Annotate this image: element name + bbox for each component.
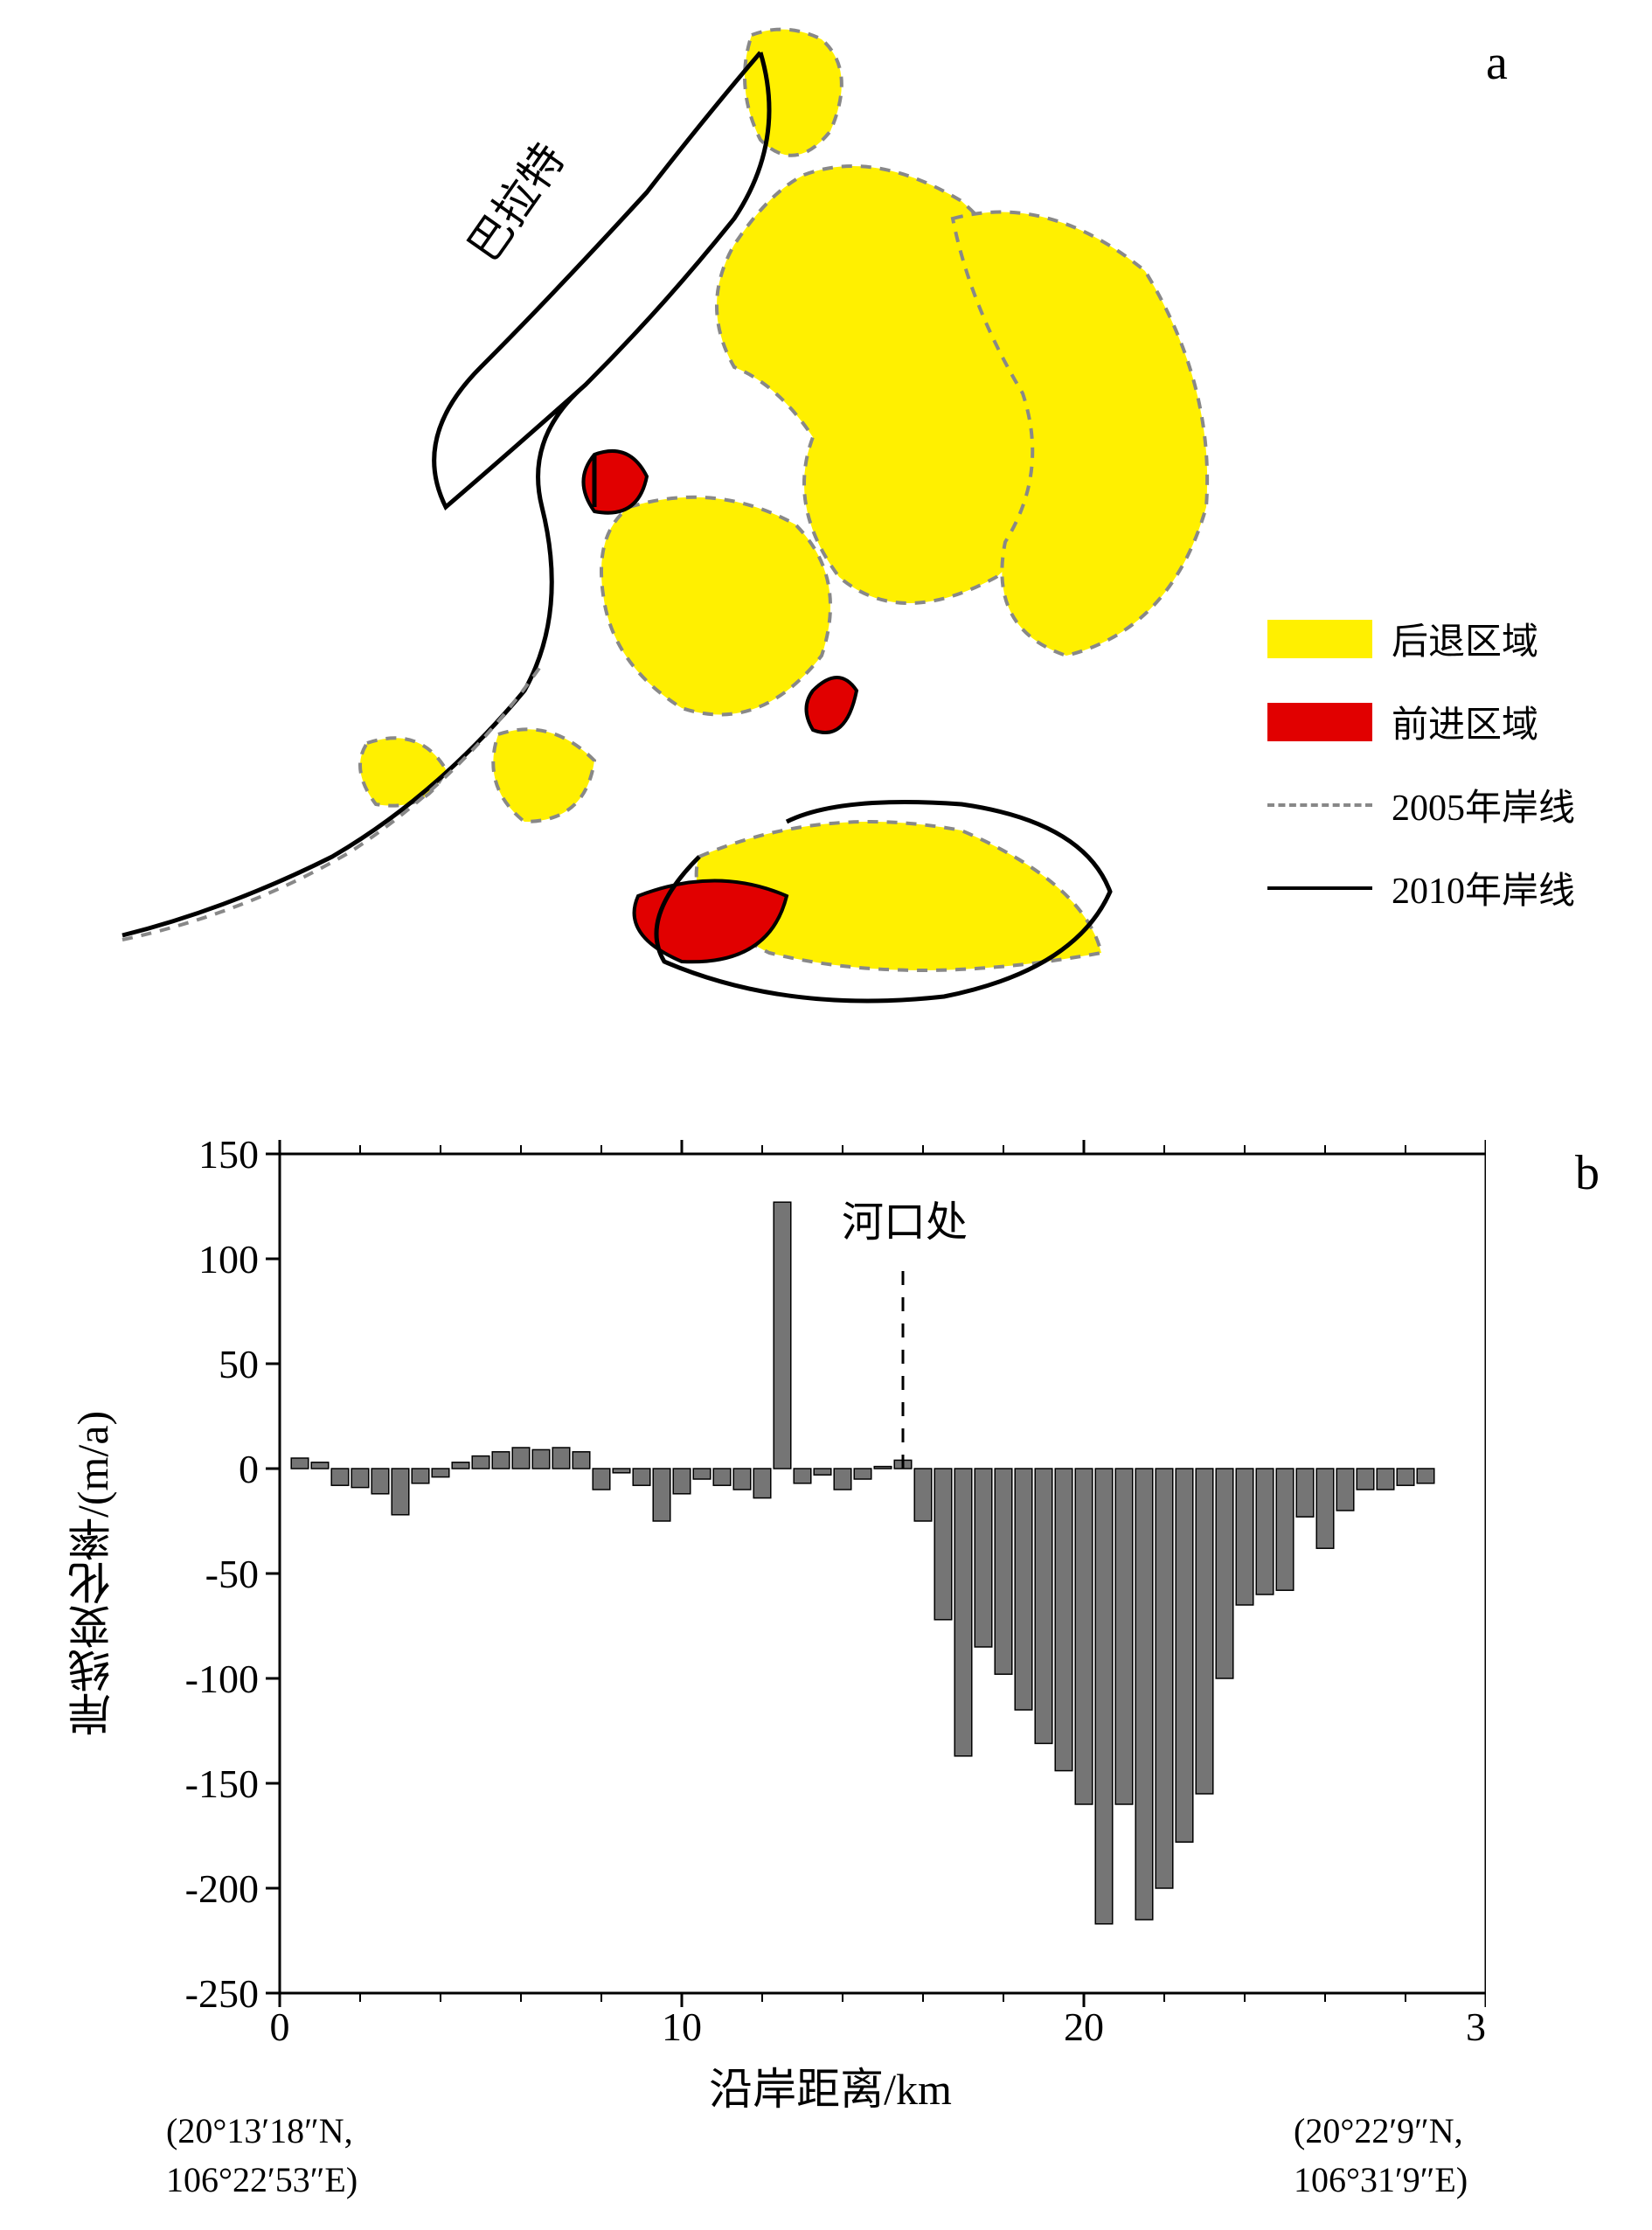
svg-text:30: 30 (1466, 2004, 1486, 2046)
svg-text:-250: -250 (185, 1971, 259, 2016)
coord-right: (20°22′9″N, 106°31′9″E) (1294, 2107, 1468, 2205)
svg-text:150: 150 (198, 1132, 259, 1177)
legend-label-advance: 前进区域 (1392, 695, 1538, 748)
panel-b: -250 -200 -150 -100 -50 0 50 100 150 0 10 20 30 (175, 1128, 1486, 2046)
svg-text:0: 0 (239, 1447, 259, 1491)
coord-left-prefix: ( (166, 2111, 177, 2150)
legend: 后退区域 前进区域 2005年岸线 2010年岸线 (1267, 612, 1582, 944)
legend-label-2005: 2005年岸线 (1392, 778, 1575, 831)
coord-left-lon: 106°22′53″E) (166, 2160, 357, 2199)
coord-right-lat: 20°22′9″N, (1305, 2111, 1462, 2150)
legend-swatch-advance (1267, 703, 1372, 741)
coord-right-prefix: ( (1294, 2111, 1305, 2150)
svg-text:0: 0 (270, 2004, 290, 2046)
svg-text:10: 10 (662, 2004, 702, 2046)
y-axis-label: 岸线变化率/(m/a) (61, 1136, 124, 2011)
retreat-region (360, 738, 446, 805)
legend-advance: 前进区域 (1267, 695, 1582, 748)
svg-text:50: 50 (219, 1342, 259, 1386)
svg-text:100: 100 (198, 1237, 259, 1282)
retreat-region (745, 30, 842, 156)
svg-text:-200: -200 (185, 1866, 259, 1911)
panel-b-label: b (1575, 1145, 1600, 1201)
map-svg (70, 17, 1276, 1040)
legend-line-2010 (1267, 886, 1372, 890)
coastline-2005 (122, 664, 542, 940)
retreat-region (601, 497, 830, 715)
svg-text:-50: -50 (205, 1552, 259, 1596)
coord-left: (20°13′18″N, 106°22′53″E) (166, 2107, 357, 2205)
svg-text:20: 20 (1064, 2004, 1104, 2046)
legend-label-retreat: 后退区域 (1392, 612, 1538, 665)
legend-retreat: 后退区域 (1267, 612, 1582, 665)
legend-line-2005 (1267, 803, 1372, 807)
coord-right-lon: 106°31′9″E) (1294, 2160, 1468, 2199)
bar-chart: -250 -200 -150 -100 -50 0 50 100 150 0 10 20 30 (175, 1128, 1486, 2046)
retreat-region (493, 729, 594, 822)
legend-swatch-retreat (1267, 620, 1372, 658)
page: 巴拉特 后退区域 前进区域 2005年岸线 2010年岸线 a -250 -200… (0, 0, 1652, 2230)
coord-left-lat: 20°13′18″N, (177, 2111, 352, 2150)
panel-a: 巴拉特 后退区域 前进区域 2005年岸线 2010年岸线 (70, 17, 1582, 1049)
advance-region (807, 677, 857, 733)
panel-a-label: a (1486, 35, 1600, 91)
river-mouth-label: 河口处 (842, 1187, 968, 1248)
svg-text:-150: -150 (185, 1761, 259, 1806)
x-axis-label: 沿岸距离/km (175, 2054, 1486, 2117)
svg-text:-100: -100 (185, 1657, 259, 1701)
legend-2005: 2005年岸线 (1267, 778, 1582, 831)
legend-label-2010: 2010年岸线 (1392, 861, 1575, 914)
legend-2010: 2010年岸线 (1267, 861, 1582, 914)
